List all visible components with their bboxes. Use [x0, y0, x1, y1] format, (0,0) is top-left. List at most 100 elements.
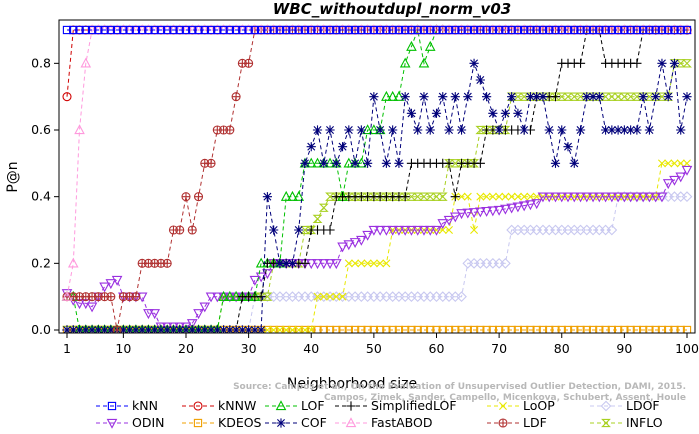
- legend-marker-knn: [107, 401, 117, 411]
- point-knn: [664, 25, 673, 35]
- point-loop: [326, 292, 335, 301]
- point-ldf: [106, 292, 116, 302]
- point-knn: [119, 25, 128, 35]
- point-cof: [212, 325, 222, 333]
- point-kdeos: [426, 325, 435, 333]
- legend-label-inflo: INFLO: [626, 415, 663, 430]
- point-loop: [664, 159, 673, 168]
- point-inflo: [419, 192, 429, 201]
- point-knn: [144, 25, 153, 35]
- point-kdeos: [551, 325, 560, 333]
- point-odin: [387, 225, 398, 236]
- point-lof: [280, 190, 292, 201]
- point-cof: [444, 125, 454, 135]
- point-simplifiedlof: [400, 192, 410, 202]
- point-knn: [682, 25, 692, 35]
- point-knn: [426, 25, 435, 35]
- point-cof: [488, 108, 498, 118]
- point-knn: [645, 25, 654, 35]
- point-cof: [62, 325, 72, 333]
- x-axis: 1 10 20 30 40 50 60 70 80 90 100: [63, 333, 699, 356]
- point-ldf: [175, 225, 185, 235]
- point-kdeos: [626, 325, 635, 333]
- x-tick-label: 20: [178, 341, 194, 356]
- legend-item-knnw: kNNW: [182, 398, 256, 413]
- point-odin: [86, 302, 98, 313]
- point-knn: [457, 25, 466, 35]
- legend-label-simplifiedlof: SimplifiedLOF: [371, 398, 457, 413]
- point-knn: [282, 25, 291, 35]
- point-loop: [476, 192, 485, 201]
- point-loop: [288, 326, 297, 333]
- legend-label-ldof: LDOF: [626, 398, 660, 413]
- point-knn: [138, 25, 147, 35]
- point-odin: [525, 200, 536, 211]
- source-credit-line-1: Source: Campos et al., On the Evaluation…: [233, 382, 686, 392]
- point-kdeos: [507, 325, 516, 333]
- point-knn: [288, 25, 297, 35]
- y-tick-label: 0.4: [31, 189, 51, 204]
- point-cof: [118, 325, 128, 333]
- point-loop: [313, 292, 322, 301]
- legend-label-cof: COF: [301, 415, 327, 430]
- point-knn: [81, 25, 90, 35]
- point-knn: [526, 25, 535, 35]
- point-kdeos: [413, 325, 422, 333]
- point-loop: [300, 326, 309, 333]
- point-cof: [287, 258, 298, 268]
- point-odin: [587, 192, 599, 203]
- point-ldof: [456, 291, 467, 303]
- point-cof: [413, 125, 423, 135]
- point-ldf: [244, 58, 254, 68]
- point-inflo: [387, 192, 398, 201]
- point-cof: [319, 158, 329, 168]
- point-inflo: [657, 92, 667, 101]
- point-ldf: [206, 158, 216, 168]
- point-knn: [219, 25, 228, 35]
- point-cof: [281, 258, 291, 268]
- series-fastabod: [61, 24, 693, 301]
- point-odin: [606, 192, 618, 203]
- point-loop: [376, 259, 385, 268]
- point-knn: [194, 25, 203, 35]
- point-odin: [374, 225, 386, 236]
- point-knn: [507, 25, 516, 35]
- point-knn: [557, 25, 566, 35]
- point-kdeos: [545, 325, 554, 333]
- point-kdeos: [369, 325, 379, 333]
- point-simplifiedlof: [475, 158, 485, 168]
- point-cof: [294, 225, 304, 235]
- point-loop: [501, 192, 510, 201]
- point-inflo: [462, 159, 473, 168]
- point-knn: [363, 25, 372, 35]
- point-cof: [425, 125, 435, 135]
- point-odin: [456, 209, 467, 220]
- point-cof: [218, 325, 229, 333]
- point-knn: [244, 25, 253, 35]
- point-odin: [343, 240, 355, 251]
- y-tick-label: 0.2: [31, 255, 51, 270]
- point-cof: [494, 125, 504, 135]
- legend-item-fastabod: FastABOD: [335, 415, 433, 430]
- point-cof: [532, 92, 542, 102]
- point-odin: [481, 206, 492, 217]
- series-loop: [63, 159, 691, 333]
- series-cof: [62, 58, 692, 333]
- legend-label-fastabod: FastABOD: [371, 415, 433, 430]
- series-line-odin: [66, 169, 688, 328]
- point-cof: [156, 325, 166, 333]
- point-simplifiedlof: [256, 292, 266, 302]
- point-cof: [613, 125, 623, 135]
- legend-marker-ldf: [498, 418, 508, 428]
- point-lof: [406, 40, 417, 51]
- legend-item-cof: COF: [265, 415, 327, 430]
- point-inflo: [406, 192, 417, 201]
- point-kdeos: [632, 325, 642, 333]
- point-odin: [437, 219, 449, 230]
- legend-marker-inflo: [601, 418, 611, 428]
- legend-marker-kdeos: [193, 418, 203, 428]
- point-cof: [87, 325, 97, 333]
- legend-marker-odin: [106, 418, 118, 429]
- point-cof: [381, 158, 391, 168]
- point-knn: [551, 25, 560, 35]
